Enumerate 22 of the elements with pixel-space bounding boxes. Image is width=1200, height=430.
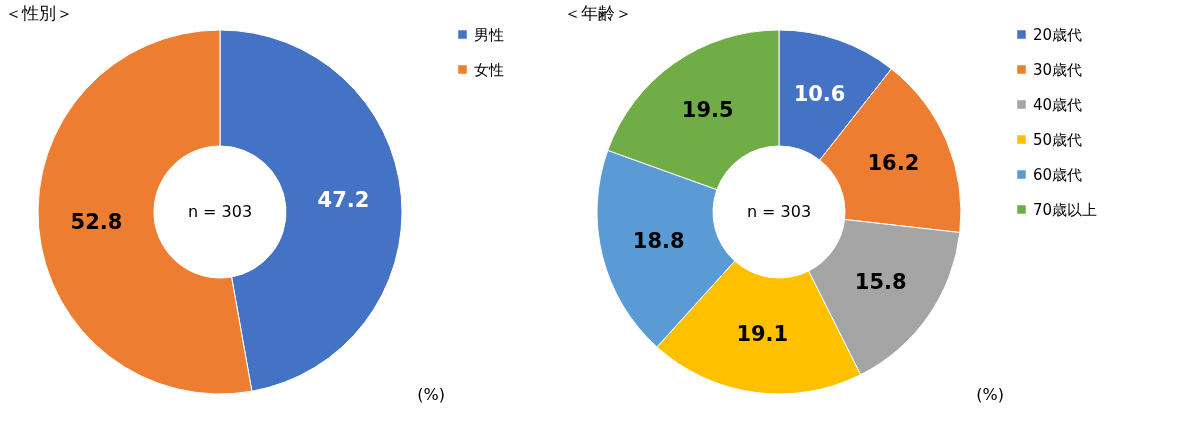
data-label: 19.5 xyxy=(681,97,734,122)
text: n = 303 xyxy=(187,202,253,221)
text: (%) xyxy=(417,385,445,404)
data-label: 19.1 xyxy=(736,321,789,346)
legend-label: 60歳代 xyxy=(1033,165,1083,184)
chart-title: ＜年齢＞ xyxy=(564,3,632,23)
data-label: 52.8 xyxy=(70,209,123,234)
text: (%) xyxy=(976,385,1004,404)
data-label: 47.2 xyxy=(317,188,370,213)
legend-label: 30歳代 xyxy=(1033,60,1083,79)
chart-title: ＜性別＞ xyxy=(5,3,73,23)
text: n = 303 xyxy=(746,202,812,221)
data-label: 18.8 xyxy=(632,229,685,254)
data-label: 10.6 xyxy=(793,81,846,106)
data-label: 15.8 xyxy=(854,269,907,294)
legend-label: 女性 xyxy=(474,60,504,79)
legend-label: 40歳代 xyxy=(1033,95,1083,114)
legend-label: 70歳以上 xyxy=(1033,200,1098,219)
legend-label: 20歳代 xyxy=(1033,25,1083,44)
data-label: 16.2 xyxy=(867,151,920,176)
legend-label: 男性 xyxy=(474,25,504,44)
legend-label: 50歳代 xyxy=(1033,130,1083,149)
